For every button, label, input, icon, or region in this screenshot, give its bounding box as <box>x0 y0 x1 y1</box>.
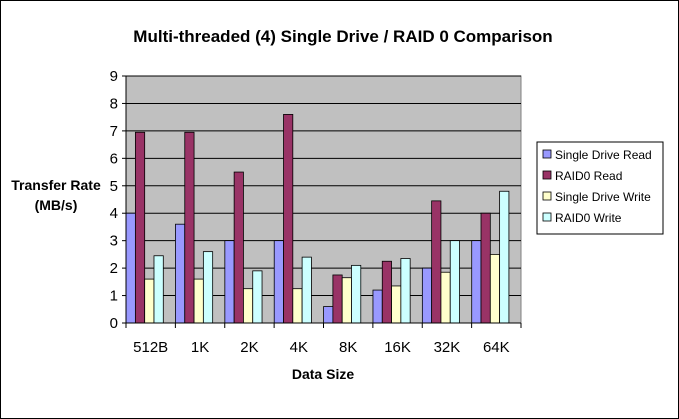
legend-label-1: Single Drive Read <box>555 148 652 162</box>
x-axis-title: Data Size <box>292 366 354 382</box>
plot-area: 0 1 2 3 4 5 6 7 8 9 512B 1K 2K 4K 8K 16K 32K 64K <box>110 68 522 356</box>
x-tick-label: 2K <box>240 339 258 356</box>
legend-label-2: RAID0 Read <box>555 169 622 183</box>
chart-title: Multi-threaded (4) Single Drive / RAID 0… <box>133 27 552 46</box>
bar-1-4K <box>273 240 284 324</box>
x-tick-label: 32K <box>434 339 461 356</box>
legend-swatch-1 <box>542 149 552 159</box>
bar-2-16K <box>381 260 392 324</box>
bar-1-16K <box>372 289 383 324</box>
bar-2-32K <box>431 200 442 324</box>
bar-3-4K <box>292 288 303 324</box>
bar-2-8K <box>332 274 343 324</box>
bar-2-4K <box>283 114 294 324</box>
legend: Single Drive Read RAID0 Read Single Drive … <box>536 141 664 235</box>
bar-3-64K <box>489 253 501 324</box>
x-tick-label: 4K <box>290 339 308 356</box>
y-tick-label: 1 <box>110 288 118 305</box>
bar-1-512B <box>125 212 136 324</box>
bar-3-16K <box>391 285 402 324</box>
y-tick-label: 0 <box>110 315 118 332</box>
legend-label-3: Single Drive Write <box>555 190 651 204</box>
bar-4-16K <box>400 258 411 324</box>
x-tick-label: 1K <box>191 339 209 356</box>
legend-swatch-4 <box>542 212 552 222</box>
bar-4-2K <box>252 270 263 324</box>
bar-3-2K <box>243 288 254 324</box>
bar-3-512B <box>144 278 155 324</box>
bar-4-4K <box>301 256 312 324</box>
bar-4-512B <box>153 255 164 324</box>
bar-1-64K <box>471 240 482 324</box>
x-tick-label: 512B <box>133 339 168 356</box>
bar-2-2K <box>233 171 244 324</box>
y-tick-label: 3 <box>110 233 118 250</box>
y-tick-label: 4 <box>110 205 118 222</box>
bar-2-1K <box>184 131 195 324</box>
bar-4-8K <box>351 264 362 324</box>
x-tick-label: 64K <box>483 339 510 356</box>
bar-1-8K <box>323 306 334 324</box>
y-tick-label: 8 <box>110 95 118 112</box>
y-tick-label: 2 <box>110 260 118 277</box>
bar-3-1K <box>193 278 204 324</box>
bar-4-32K <box>449 240 460 324</box>
bar-2-64K <box>480 212 491 324</box>
x-tick-label: 16K <box>384 339 411 356</box>
legend-swatch-3 <box>542 191 552 201</box>
bar-3-32K <box>440 271 451 324</box>
legend-box <box>536 141 664 235</box>
legend-swatch-2 <box>542 170 552 180</box>
bar-1-2K <box>224 240 235 324</box>
bar-4-64K <box>499 190 510 324</box>
y-axis-title-line2: (MB/s) <box>35 197 78 213</box>
bar-4-1K <box>202 251 214 324</box>
y-tick-label: 5 <box>110 178 118 195</box>
x-tick-label: 8K <box>339 339 357 356</box>
y-tick-label: 7 <box>110 123 118 140</box>
y-axis-title-line1: Transfer Rate <box>11 177 101 193</box>
bar-2-512B <box>134 131 146 324</box>
y-tick-label: 9 <box>110 68 118 85</box>
bar-1-32K <box>421 267 433 324</box>
bar-3-8K <box>341 277 352 324</box>
y-tick-label: 6 <box>110 150 118 167</box>
bar-1-1K <box>175 223 186 324</box>
legend-label-4: RAID0 Write <box>555 211 622 225</box>
